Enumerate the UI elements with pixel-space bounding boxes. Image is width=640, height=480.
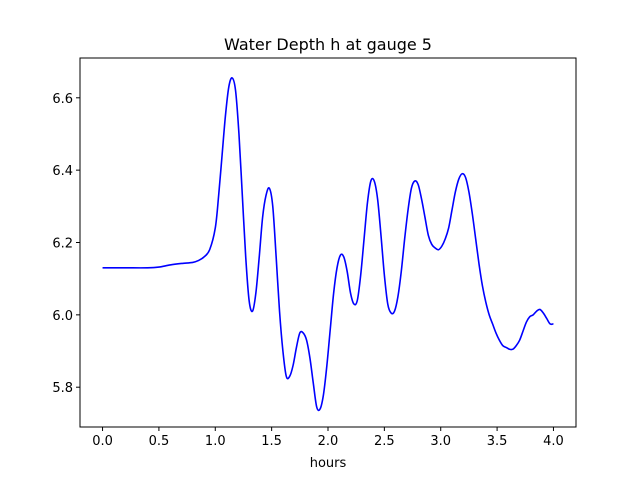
- x-tick-label: 1.5: [261, 434, 282, 449]
- axis-ticks: 0.0 0.5 1.0 1.5 2.0 2.5 3.0 3.5 4.0 5.8 6.0 6.2 6.4 6…: [52, 92, 563, 449]
- y-tick-label: 6.4: [52, 164, 73, 179]
- x-tick-label: 2.5: [374, 434, 395, 449]
- y-tick-label: 6.6: [52, 92, 73, 107]
- x-tick-label: 4.0: [543, 434, 564, 449]
- series-line: [102, 77, 554, 412]
- x-tick-label: 3.0: [430, 434, 451, 449]
- y-tick-label: 5.8: [52, 381, 73, 396]
- plot-area: [80, 58, 576, 427]
- x-tick-label: 0.5: [149, 434, 170, 449]
- x-axis-label: hours: [310, 456, 347, 471]
- x-tick-label: 2.0: [318, 434, 339, 449]
- x-tick-label: 0.0: [92, 434, 113, 449]
- y-tick-label: 6.2: [52, 237, 73, 252]
- chart-title: Water Depth h at gauge 5: [224, 35, 432, 54]
- x-tick-label: 3.5: [487, 434, 508, 449]
- y-tick-label: 6.0: [52, 309, 73, 324]
- x-tick-label: 1.0: [205, 434, 226, 449]
- plot-frame: [79, 57, 577, 428]
